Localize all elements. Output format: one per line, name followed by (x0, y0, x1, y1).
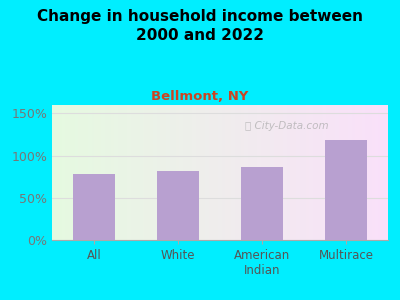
Text: Bellmont, NY: Bellmont, NY (151, 90, 249, 103)
Text: Change in household income between
2000 and 2022: Change in household income between 2000 … (37, 9, 363, 43)
Bar (325, 140, 367, 240)
Text: ⓘ City-Data.com: ⓘ City-Data.com (245, 121, 329, 131)
Bar (241, 167, 283, 240)
Bar (157, 171, 199, 240)
Bar (73, 174, 115, 240)
